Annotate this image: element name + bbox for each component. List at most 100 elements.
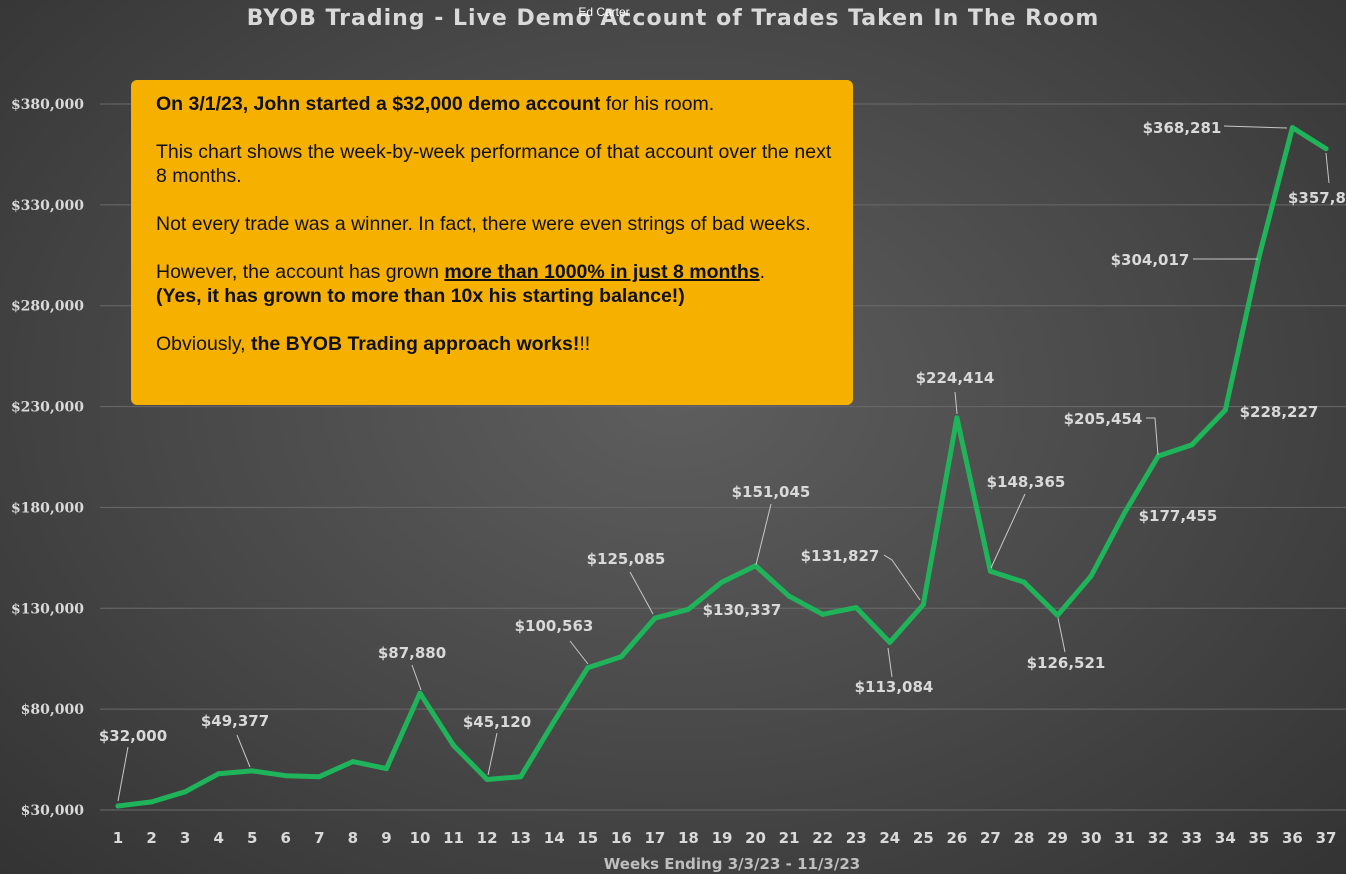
data-label: $45,120	[463, 713, 531, 731]
y-tick-label: $330,000	[11, 198, 84, 214]
x-tick-label: 13	[510, 829, 531, 847]
x-tick-label: 1	[113, 829, 123, 847]
data-point	[249, 768, 255, 774]
data-label: $87,880	[378, 644, 446, 662]
y-tick-label: $30,000	[21, 803, 85, 819]
x-tick-label: 3	[180, 829, 190, 847]
data-label: $357,85	[1288, 189, 1346, 207]
x-tick-label: 29	[1047, 829, 1068, 847]
data-point	[887, 639, 893, 645]
note-intro-rest: for his room.	[600, 93, 715, 115]
data-label: $224,414	[916, 369, 995, 387]
info-callout-box: On 3/1/23, John started a $32,000 demo a…	[131, 80, 853, 405]
note-growth-start: However, the account has grown	[156, 261, 445, 283]
data-point	[1155, 453, 1161, 459]
x-tick-label: 26	[946, 829, 967, 847]
data-point	[618, 654, 624, 660]
y-tick-label: $180,000	[11, 500, 84, 516]
note-paragraph-4: However, the account has grown more than…	[156, 260, 833, 308]
author-label: Ed Carter	[578, 5, 629, 19]
x-axis-ticks: 1 2 3 4 5 6 7 8 9 10 11 12 13 14 15 16 17 18 19 20 21 22 23 24 2…	[113, 829, 1337, 847]
x-tick-label: 28	[1014, 829, 1035, 847]
leader-line	[411, 664, 422, 691]
y-tick-label: $80,000	[21, 702, 85, 718]
data-point	[350, 759, 356, 765]
x-tick-label: 33	[1181, 829, 1202, 847]
note-growth-highlight: more than 1000% in just 8 months	[444, 261, 760, 283]
note-paragraph-1: On 3/1/23, John started a $32,000 demo a…	[156, 92, 833, 116]
data-point	[1289, 125, 1295, 131]
data-point	[216, 771, 222, 777]
data-label: $49,377	[201, 712, 269, 730]
x-tick-label: 23	[846, 829, 867, 847]
leader-line	[1325, 152, 1330, 184]
note-growth-emphasis: (Yes, it has grown to more than 10x his …	[156, 285, 685, 307]
x-tick-label: 9	[381, 829, 391, 847]
leader-line	[1146, 417, 1159, 456]
data-point	[853, 605, 859, 611]
x-tick-label: 20	[745, 829, 766, 847]
x-tick-label: 5	[247, 829, 257, 847]
leader-line	[1057, 617, 1066, 653]
data-label: $151,045	[732, 483, 811, 501]
x-tick-label: 25	[913, 829, 934, 847]
x-tick-label: 36	[1282, 829, 1303, 847]
data-label: $125,085	[587, 550, 666, 568]
data-point	[1088, 573, 1094, 579]
data-label: $368,281	[1143, 119, 1222, 137]
data-point	[685, 606, 691, 612]
note-intro-bold: On 3/1/23, John started a $32,000 demo a…	[156, 93, 601, 115]
data-point	[1323, 146, 1329, 152]
chart-title: BYOB Trading - Live Demo Account of Trad…	[247, 6, 1100, 31]
leader-line	[887, 647, 893, 678]
data-label: $130,337	[703, 601, 782, 619]
data-point	[182, 789, 188, 795]
data-point	[585, 665, 591, 671]
x-tick-label: 7	[314, 829, 324, 847]
x-tick-label: 16	[611, 829, 632, 847]
x-tick-label: 35	[1248, 829, 1269, 847]
x-tick-label: 8	[348, 829, 358, 847]
data-label: $32,000	[99, 727, 167, 745]
x-tick-label: 18	[678, 829, 699, 847]
y-tick-label: $230,000	[11, 400, 84, 416]
data-point	[1021, 579, 1027, 585]
x-tick-label: 2	[146, 829, 156, 847]
data-point	[820, 611, 826, 617]
data-label: $148,365	[987, 473, 1066, 491]
x-tick-label: 34	[1215, 829, 1236, 847]
data-point	[551, 718, 557, 724]
x-tick-label: 10	[410, 829, 431, 847]
data-point	[1189, 442, 1195, 448]
x-tick-label: 37	[1316, 829, 1337, 847]
note-conclusion-start: Obviously,	[156, 333, 252, 355]
y-axis-ticks: $30,000 $80,000 $130,000 $180,000 $230,000 $2…	[11, 97, 84, 819]
x-tick-label: 30	[1081, 829, 1102, 847]
y-tick-label: $130,000	[11, 601, 84, 617]
note-conclusion-end: !!	[579, 333, 591, 355]
data-point	[383, 766, 389, 772]
data-point	[518, 774, 524, 780]
x-tick-label: 11	[443, 829, 464, 847]
leader-line	[954, 391, 958, 415]
data-point	[451, 742, 457, 748]
data-point	[484, 777, 490, 783]
leader-line	[1223, 125, 1288, 129]
data-point	[1055, 612, 1061, 618]
data-point	[652, 615, 658, 621]
x-tick-label: 6	[281, 829, 291, 847]
data-label: $205,454	[1064, 410, 1143, 428]
note-paragraph-5: Obviously, the BYOB Trading approach wor…	[156, 332, 833, 356]
leader-line	[487, 732, 498, 776]
data-label: $126,521	[1027, 654, 1106, 672]
data-label: $228,227	[1240, 403, 1319, 421]
x-tick-label: 32	[1148, 829, 1169, 847]
data-point	[1222, 407, 1228, 413]
data-point	[149, 799, 155, 805]
leader-line	[236, 734, 251, 768]
note-paragraph-3: Not every trade was a winner. In fact, t…	[156, 213, 811, 235]
data-point	[316, 774, 322, 780]
data-point	[115, 803, 121, 809]
x-tick-label: 14	[544, 829, 565, 847]
data-points	[115, 125, 1329, 809]
